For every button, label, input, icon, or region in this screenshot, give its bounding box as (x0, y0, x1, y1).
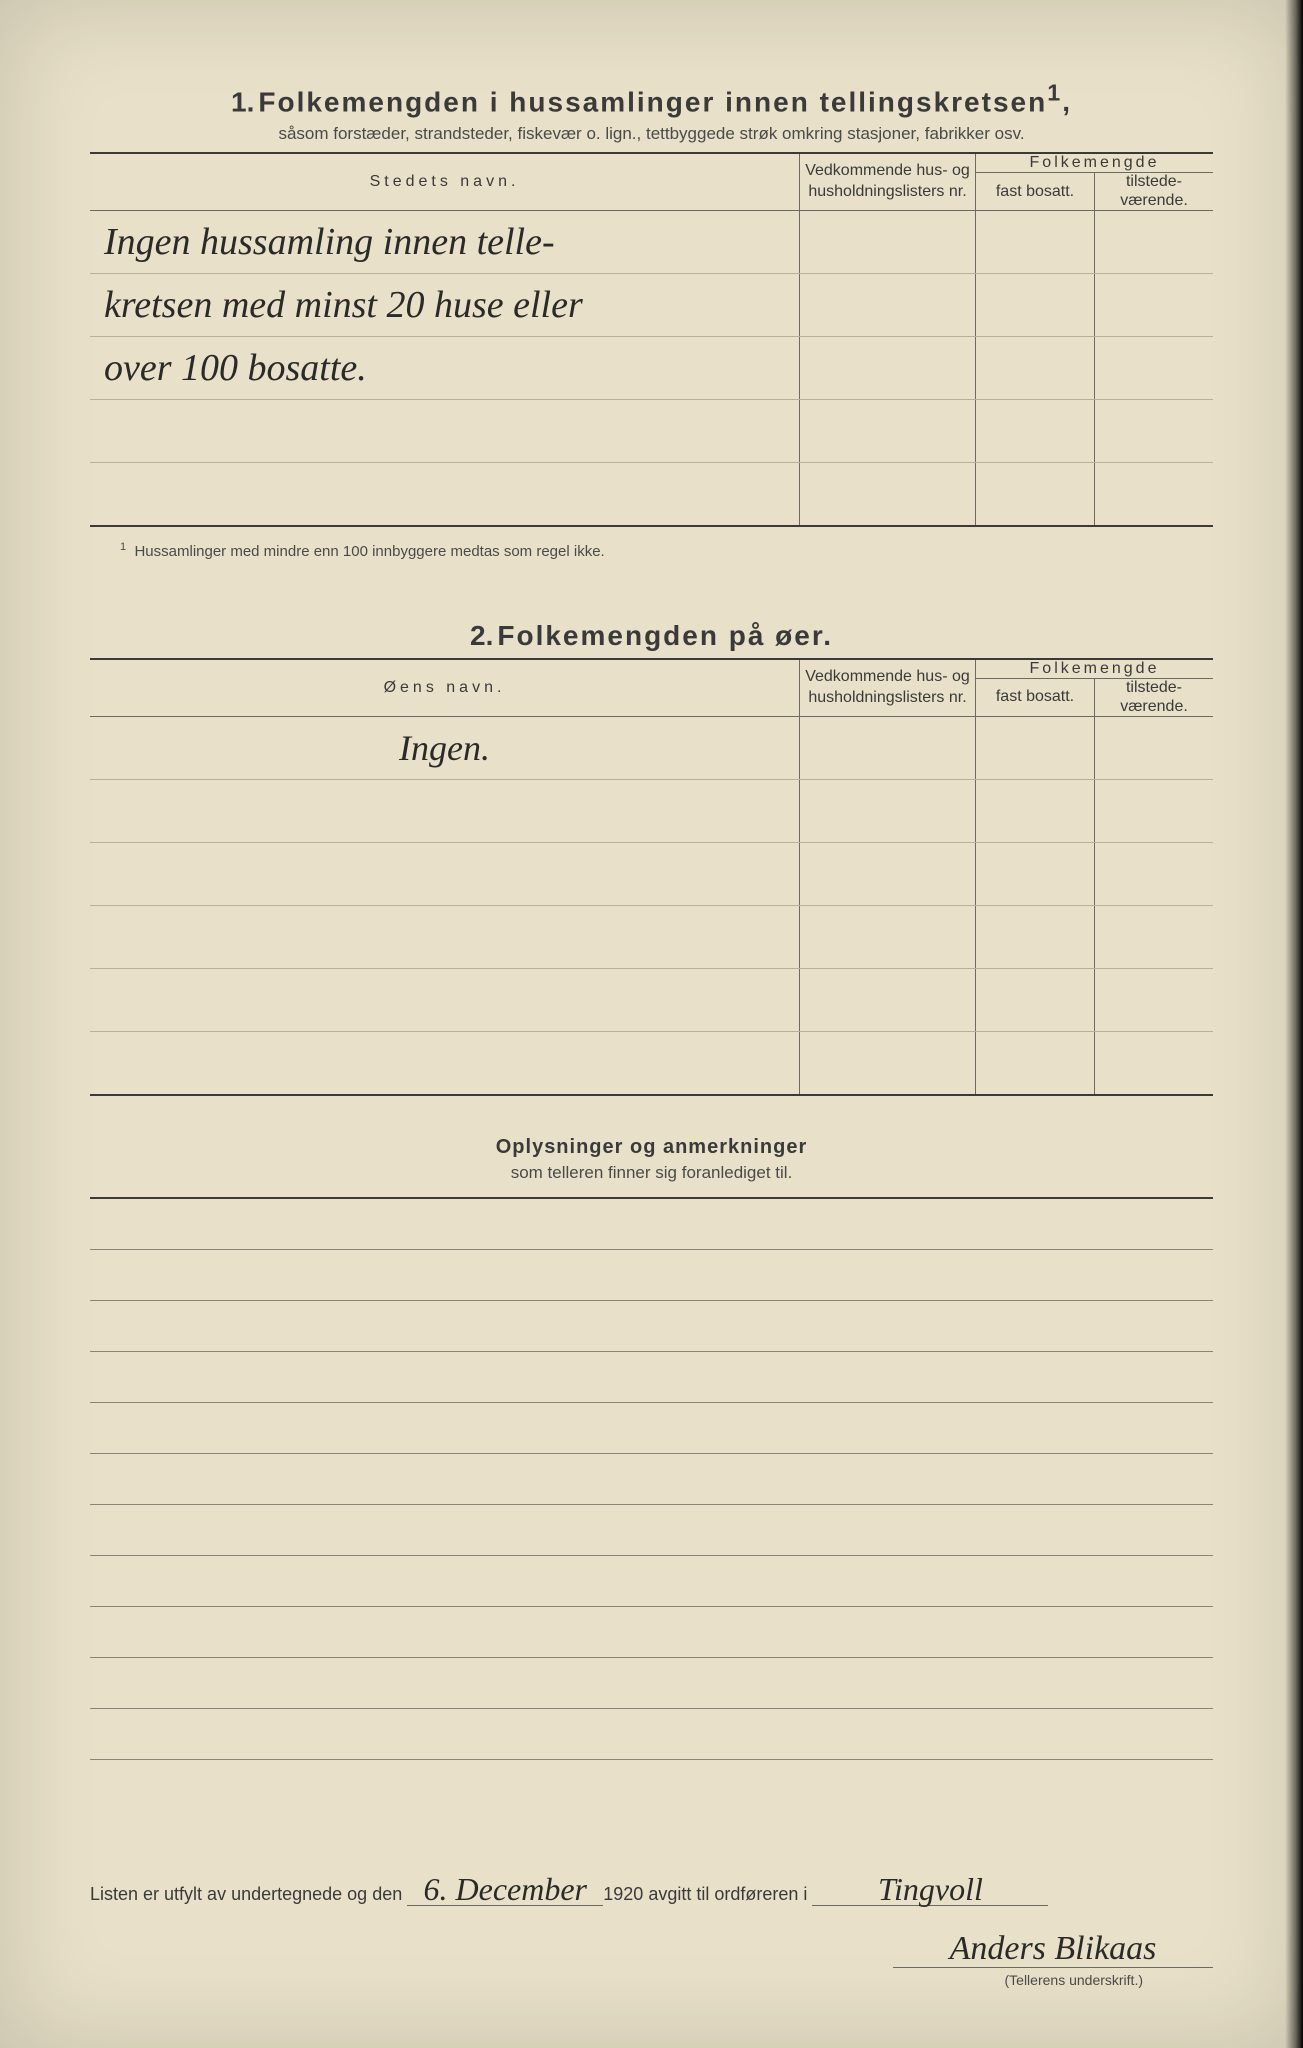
col-nr: Vedkommende hus- og husholdningslisters … (800, 153, 976, 210)
section1-title: 1. Folkemengden i hussamlinger innen tel… (90, 80, 1213, 118)
section2-table: Øens navn. Vedkommende hus- og husholdni… (90, 658, 1213, 1096)
remark-line (90, 1505, 1213, 1556)
signature: Anders Blikaas (893, 1930, 1213, 1968)
remark-line (90, 1250, 1213, 1301)
section3-subtitle: som telleren finner sig foranlediget til… (90, 1163, 1213, 1183)
hand-row: kretsen med minst 20 huse eller (90, 286, 799, 324)
col-nr2: Vedkommende hus- og husholdningslisters … (800, 659, 976, 716)
footer-prefix: Listen er utfylt av undertegnede og den (90, 1884, 402, 1904)
remark-line (90, 1454, 1213, 1505)
remark-line (90, 1658, 1213, 1709)
remark-line (90, 1352, 1213, 1403)
col-tilstede2: tilstede-værende. (1095, 679, 1214, 717)
section1-footnote: 1 Hussamlinger med mindre enn 100 innbyg… (120, 541, 1213, 560)
hand-row: Ingen. (90, 727, 799, 769)
document-page: 1. Folkemengden i hussamlinger innen tel… (0, 0, 1303, 2048)
section2-number: 2. (470, 620, 493, 651)
col-folkemengde2: Folkemengde (976, 659, 1214, 679)
footnote-sup: 1 (120, 541, 126, 553)
section2-title: 2. Folkemengden på øer. (90, 620, 1213, 652)
footer-date: 6. December (407, 1873, 603, 1906)
col-fast2: fast bosatt. (976, 679, 1095, 717)
col-folkemengde: Folkemengde (976, 153, 1214, 173)
col-oens-navn: Øens navn. (90, 659, 800, 716)
section1-subtitle: såsom forstæder, strandsteder, fiskevær … (90, 124, 1213, 144)
hand-row: Ingen hussamling innen telle- (90, 223, 799, 261)
col-tilstede: tilstede-værende. (1095, 173, 1214, 211)
section1-heading: Folkemengden i hussamlinger innen tellin… (258, 86, 1047, 117)
remark-line (90, 1403, 1213, 1454)
footer-mid: avgitt til ordføreren i (648, 1884, 807, 1904)
footer-place: Tingvoll (812, 1873, 1048, 1906)
section2-heading: Folkemengden på øer. (497, 620, 833, 651)
remark-line (90, 1199, 1213, 1250)
remark-line (90, 1709, 1213, 1760)
remark-line (90, 1301, 1213, 1352)
remark-line (90, 1556, 1213, 1607)
hand-row: over 100 bosatte. (90, 349, 799, 387)
section1-number: 1. (231, 86, 254, 117)
col-fast: fast bosatt. (976, 173, 1095, 211)
section3-title: Oplysninger og anmerkninger (90, 1136, 1213, 1159)
footnote-text: Hussamlinger med mindre enn 100 innbygge… (134, 543, 604, 560)
remark-line (90, 1607, 1213, 1658)
signature-line: Anders Blikaas (90, 1930, 1213, 1968)
section1-table: Stedets navn. Vedkommende hus- og hushol… (90, 152, 1213, 527)
col-stedets-navn: Stedets navn. (90, 153, 800, 210)
footer-area: Listen er utfylt av undertegnede og den … (90, 1873, 1213, 1988)
section1-title-sup: 1 (1047, 80, 1062, 106)
signature-caption: (Tellerens underskrift.) (90, 1972, 1213, 1988)
footer-year: 1920 (603, 1884, 643, 1904)
remarks-lines (90, 1197, 1213, 1760)
